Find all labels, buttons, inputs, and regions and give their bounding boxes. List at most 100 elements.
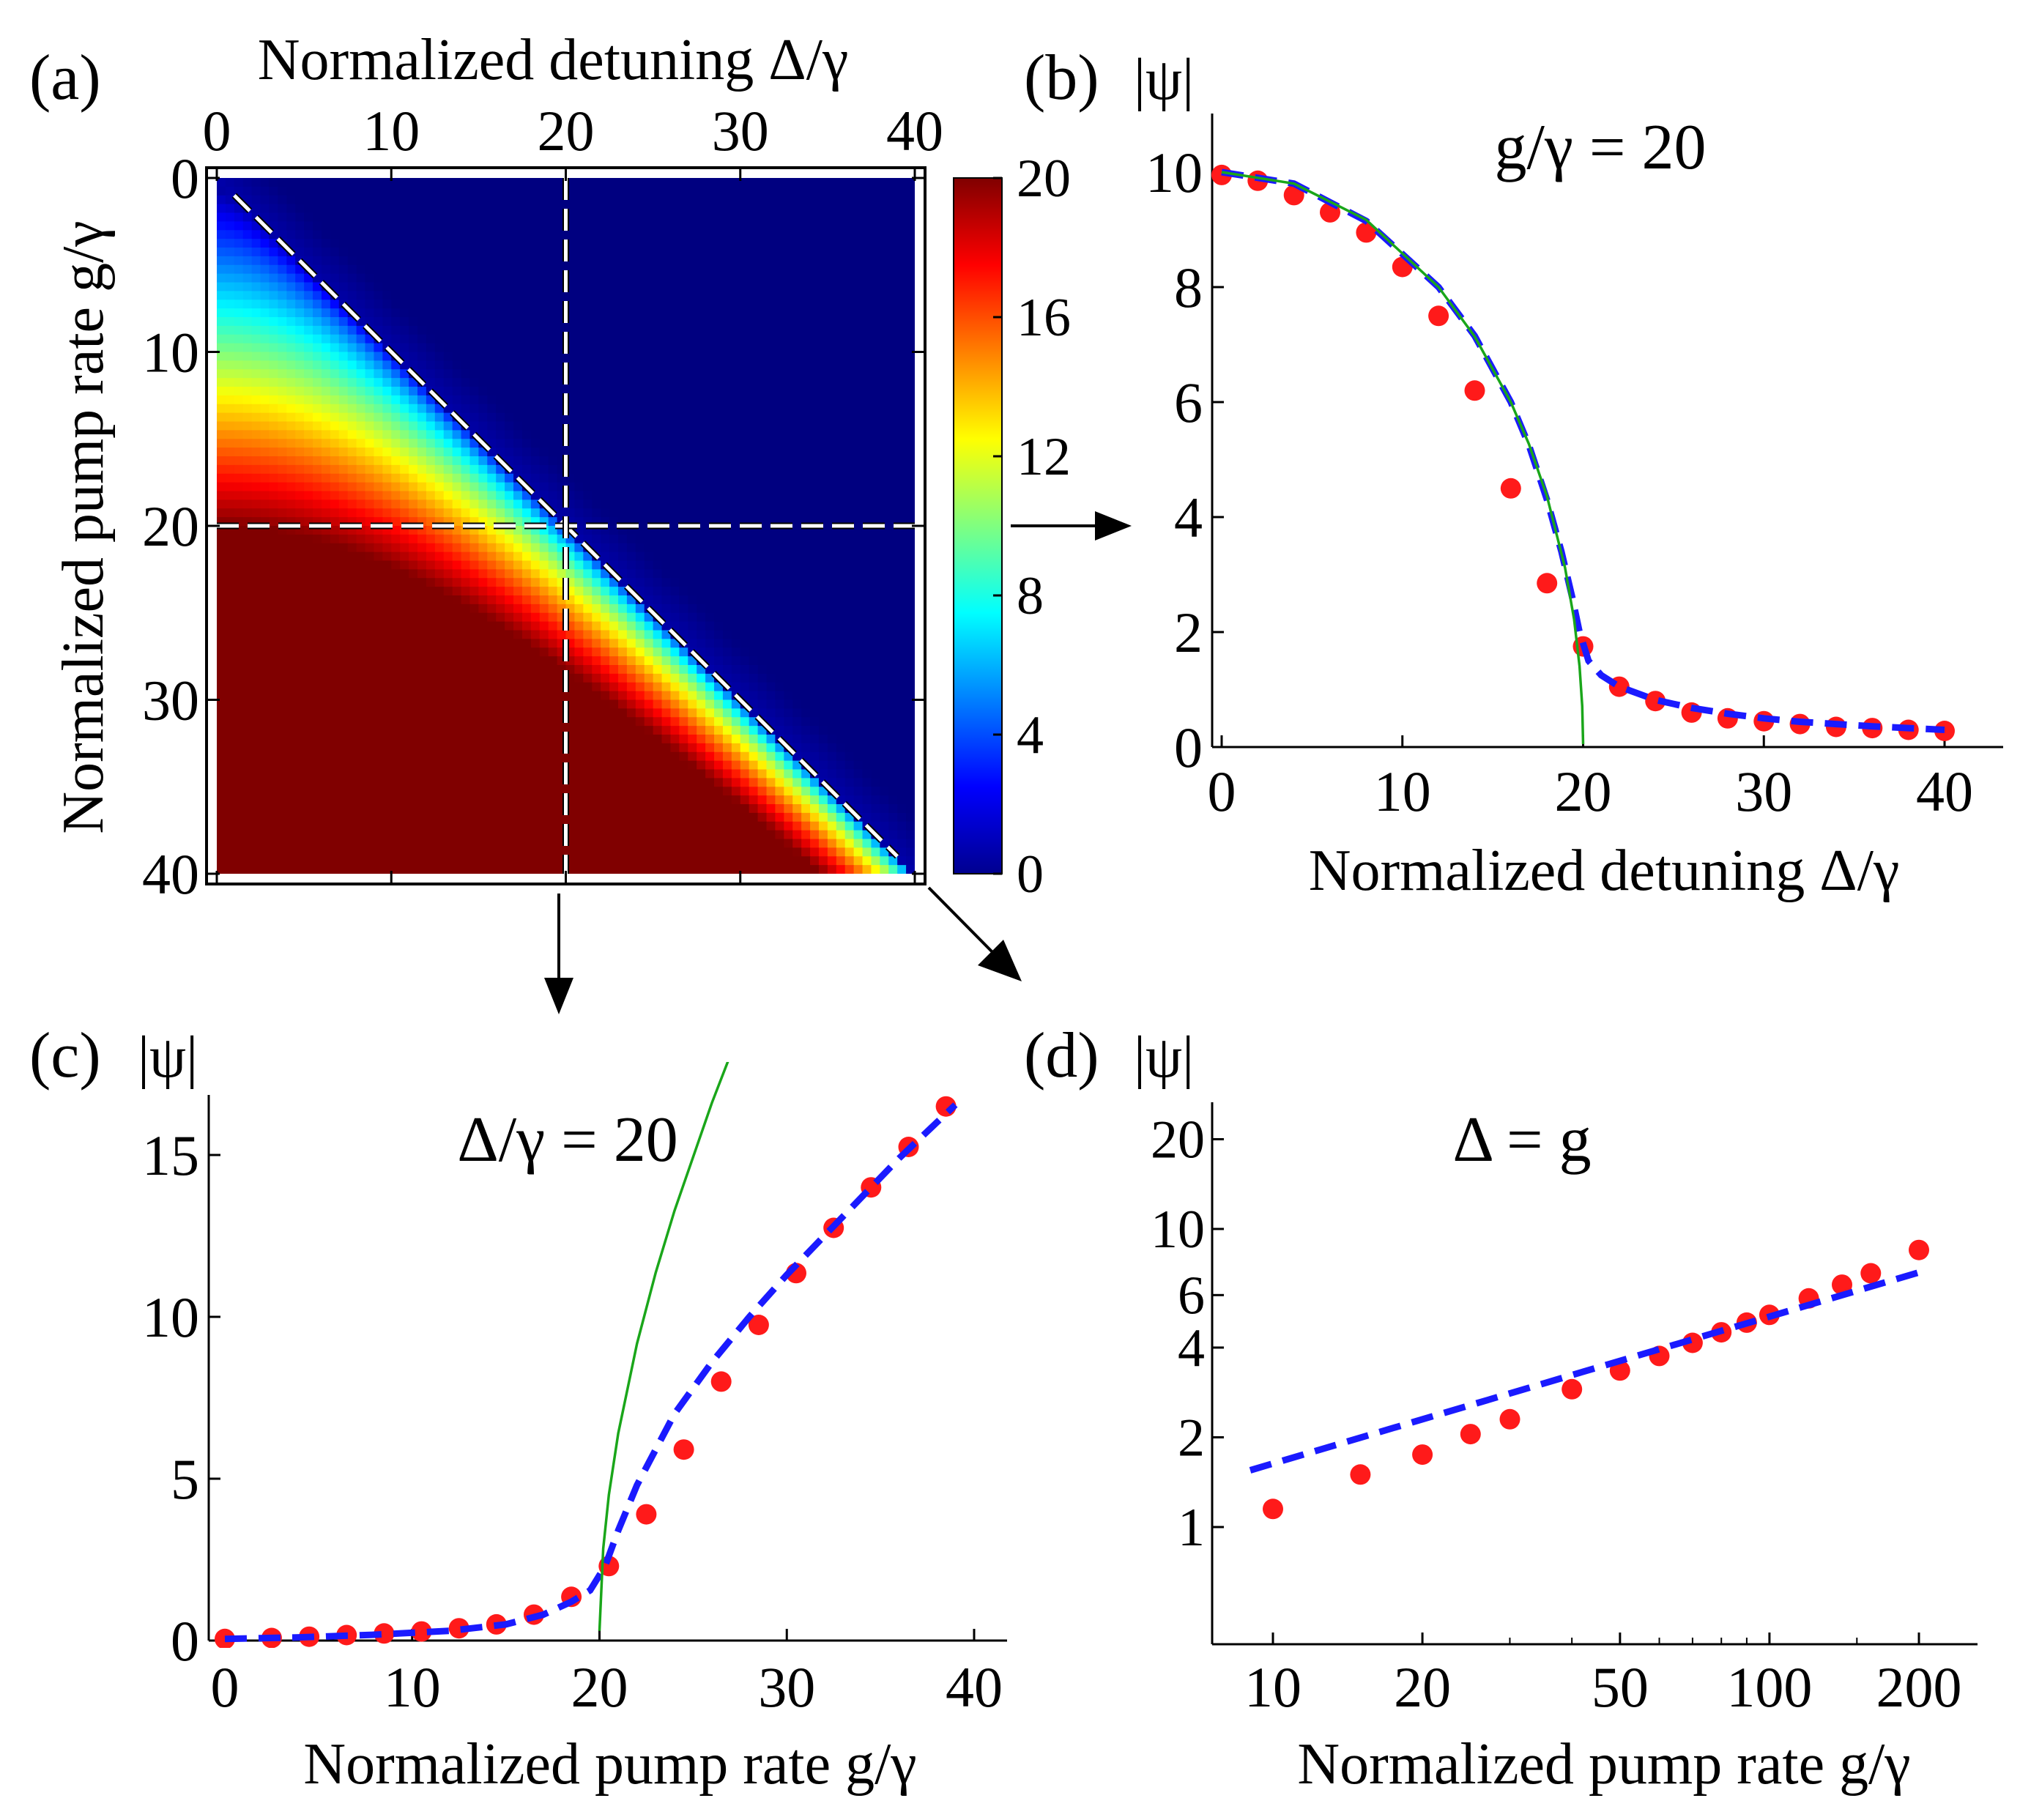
heatmap-cell bbox=[417, 343, 427, 353]
heatmap-cell bbox=[653, 682, 663, 692]
heatmap-cell bbox=[487, 464, 497, 475]
heatmap-cell bbox=[382, 221, 392, 231]
heatmap-cell bbox=[836, 665, 846, 675]
heatmap-cell bbox=[697, 212, 706, 222]
heatmap-cell bbox=[338, 603, 349, 614]
heatmap-cell bbox=[295, 587, 305, 596]
heatmap-cell bbox=[443, 195, 453, 205]
heatmap-cell bbox=[775, 343, 784, 353]
heatmap-cell bbox=[810, 587, 820, 596]
heatmap-cell bbox=[784, 248, 793, 257]
heatmap-cell bbox=[400, 378, 409, 387]
heatmap-cell bbox=[365, 369, 375, 379]
heatmap-cell bbox=[374, 464, 383, 475]
heatmap-cell bbox=[818, 239, 828, 248]
heatmap-cell bbox=[356, 430, 366, 439]
heatmap-cell bbox=[784, 352, 793, 361]
heatmap-cell bbox=[452, 673, 462, 683]
heatmap-cell bbox=[217, 456, 226, 466]
heatmap-cell bbox=[688, 682, 697, 692]
heatmap-cell bbox=[853, 508, 864, 518]
heatmap-cell bbox=[321, 543, 331, 553]
heatmap-cell bbox=[330, 595, 340, 605]
heatmap-cell bbox=[242, 560, 253, 570]
heatmap-cell bbox=[862, 308, 872, 318]
heatmap-cell bbox=[242, 230, 253, 239]
heatmap-cell bbox=[234, 378, 244, 387]
heatmap-cell bbox=[313, 673, 322, 683]
heatmap-cell bbox=[225, 656, 235, 666]
heatmap-cell bbox=[592, 308, 601, 318]
heatmap-cell bbox=[862, 230, 872, 239]
heatmap-cell bbox=[356, 264, 366, 275]
heatmap-cell bbox=[617, 221, 628, 231]
heatmap-cell bbox=[513, 464, 523, 475]
heatmap-cell bbox=[347, 360, 357, 370]
heatmap-cell bbox=[731, 682, 741, 692]
heatmap-cell bbox=[417, 491, 427, 500]
heatmap-cell bbox=[601, 630, 610, 639]
heatmap-cell bbox=[679, 587, 688, 596]
heatmap-cell bbox=[862, 647, 872, 657]
heatmap-cell bbox=[705, 708, 715, 718]
heatmap-cell bbox=[844, 195, 855, 205]
heatmap-cell bbox=[426, 360, 436, 370]
heatmap-cell bbox=[487, 221, 497, 231]
heatmap-cell bbox=[530, 587, 541, 596]
heatmap-cell bbox=[313, 508, 322, 518]
heatmap-cell bbox=[853, 578, 864, 587]
heatmap-cell bbox=[225, 412, 235, 423]
heatmap-cell bbox=[434, 708, 445, 718]
heatmap-cell bbox=[757, 273, 768, 283]
heatmap-cell bbox=[487, 639, 497, 648]
heatmap-cell bbox=[461, 178, 471, 187]
heatmap-cell bbox=[853, 212, 864, 222]
heatmap-cell bbox=[217, 178, 226, 187]
heatmap-cell bbox=[338, 352, 349, 361]
heatmap-cell bbox=[749, 612, 759, 623]
heatmap-cell bbox=[539, 682, 549, 692]
heatmap-cell bbox=[740, 369, 750, 379]
heatmap-cell bbox=[635, 195, 645, 205]
heatmap-cell bbox=[731, 282, 741, 291]
heatmap-cell bbox=[242, 404, 253, 414]
heatmap-cell bbox=[757, 421, 768, 431]
heatmap-cell bbox=[766, 325, 776, 335]
heatmap-cell bbox=[321, 551, 331, 562]
heatmap-cell bbox=[313, 621, 322, 631]
heatmap-cell bbox=[251, 603, 261, 614]
heatmap-cell bbox=[295, 456, 305, 466]
heatmap-cell bbox=[443, 464, 453, 475]
heatmap-cell bbox=[469, 464, 479, 475]
heatmap-cell bbox=[626, 551, 636, 562]
heatmap-cell bbox=[626, 387, 636, 396]
heatmap-cell bbox=[757, 248, 768, 257]
heatmap-cell bbox=[844, 682, 855, 692]
heatmap-cell bbox=[548, 630, 558, 639]
heatmap-cell bbox=[521, 317, 532, 327]
heatmap-cell bbox=[338, 412, 349, 423]
heatmap-cell bbox=[469, 264, 479, 275]
heatmap-cell bbox=[810, 352, 820, 361]
heatmap-cell bbox=[505, 360, 514, 370]
heatmap-cell bbox=[382, 369, 392, 379]
heatmap-cell bbox=[688, 665, 697, 675]
heatmap-cell bbox=[775, 334, 784, 344]
heatmap-cell bbox=[338, 587, 349, 596]
heatmap-cell bbox=[880, 560, 889, 570]
heatmap-cell bbox=[609, 682, 619, 692]
heatmap-cell bbox=[775, 239, 784, 248]
heatmap-cell bbox=[574, 308, 584, 318]
heatmap-cell bbox=[278, 325, 287, 335]
heatmap-cell bbox=[714, 212, 724, 222]
heatmap-cell bbox=[242, 508, 253, 518]
heatmap-cell bbox=[617, 508, 628, 518]
heatmap-cell bbox=[330, 543, 340, 553]
heatmap-cell bbox=[521, 682, 532, 692]
heatmap-cell bbox=[705, 665, 715, 675]
heatmap-cell bbox=[688, 691, 697, 701]
heatmap-cell bbox=[278, 256, 287, 266]
heatmap-cell bbox=[626, 647, 636, 657]
heatmap-cell bbox=[626, 656, 636, 666]
heatmap-cell bbox=[443, 360, 453, 370]
